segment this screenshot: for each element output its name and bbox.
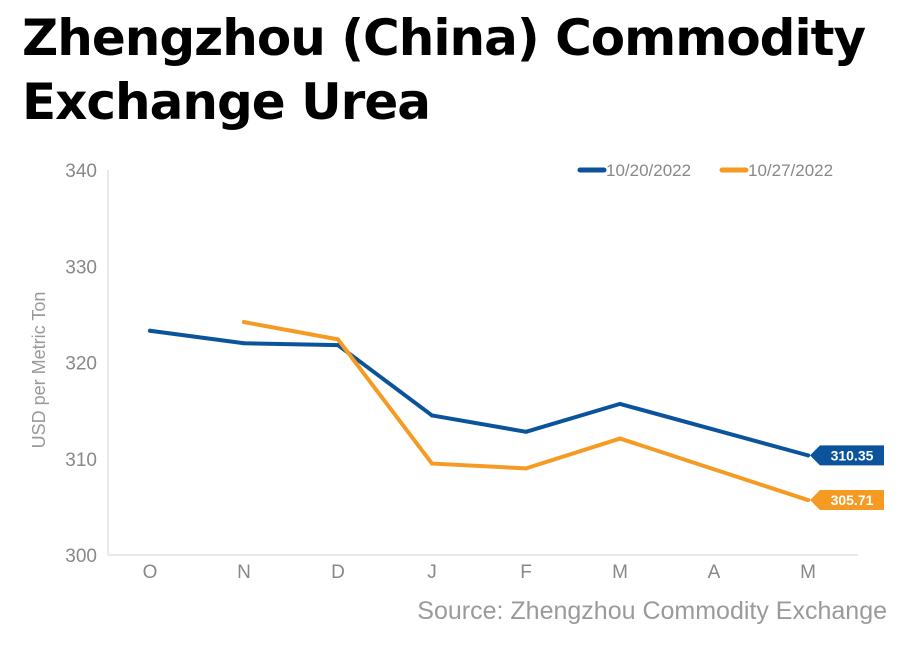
- data-point: [336, 337, 340, 342]
- x-tick-label: D: [331, 562, 345, 583]
- x-tick-label: M: [800, 562, 816, 583]
- data-point: [336, 343, 340, 348]
- x-tick-label: N: [237, 562, 251, 583]
- data-point: [806, 453, 810, 458]
- chart-series: 310.35 305.71: [148, 320, 884, 511]
- chart-title: Zhengzhou (China) Commodity Exchange Ure…: [22, 9, 866, 131]
- data-point: [524, 466, 528, 471]
- series-line-1: [148, 328, 810, 458]
- legend: 10/20/2022 10/27/2022: [577, 161, 833, 180]
- y-tick-labels: 300 310 320 330 340: [65, 161, 97, 567]
- data-point: [148, 328, 152, 333]
- y-tick-label: 340: [65, 161, 97, 182]
- chart-axes: [107, 170, 858, 556]
- series-line-2: [242, 320, 810, 503]
- legend-label: 10/27/2022: [748, 161, 833, 180]
- x-tick-label: J: [427, 562, 437, 583]
- end-label-tag: [810, 445, 884, 466]
- data-point: [524, 429, 528, 434]
- end-label-tag: [810, 490, 884, 511]
- data-point: [430, 461, 434, 466]
- source-note: Source: Zhengzhou Commodity Exchange: [417, 597, 887, 625]
- x-tick-label: M: [612, 562, 628, 583]
- data-point: [806, 498, 810, 503]
- data-point: [618, 401, 622, 406]
- data-point: [430, 413, 434, 418]
- legend-label: 10/20/2022: [606, 161, 691, 180]
- x-tick-label: F: [520, 562, 532, 583]
- y-tick-label: 320: [65, 354, 97, 375]
- end-value-label: 305.71: [831, 492, 874, 508]
- x-tick-label: O: [143, 562, 158, 583]
- x-tick-label: A: [708, 562, 721, 583]
- data-point: [242, 341, 246, 346]
- y-tick-label: 330: [65, 257, 97, 278]
- end-value-label: 310.35: [831, 447, 874, 463]
- y-axis-label: USD per Metric Ton: [29, 292, 49, 449]
- y-tick-label: 300: [65, 546, 97, 567]
- data-point: [242, 320, 246, 325]
- y-tick-label: 310: [65, 450, 97, 471]
- data-point: [618, 436, 622, 441]
